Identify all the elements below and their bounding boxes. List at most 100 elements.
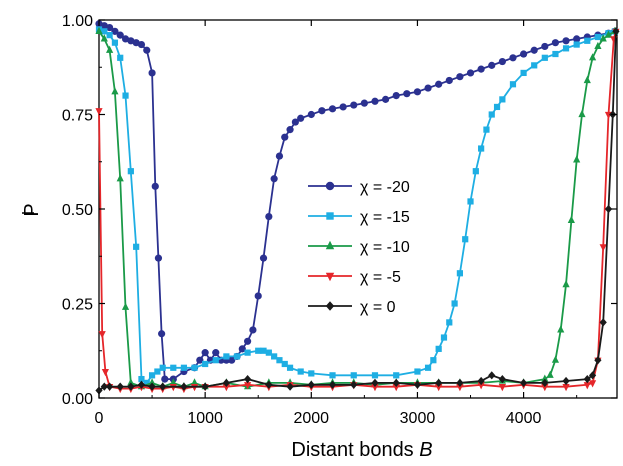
data-point-triangle-down	[477, 382, 485, 390]
data-point-circle	[519, 50, 528, 58]
data-point-circle	[551, 39, 560, 47]
data-point-diamond	[95, 386, 103, 395]
y-tick-label: 0.75	[62, 108, 93, 125]
data-point-circle	[196, 356, 204, 364]
data-point-diamond	[159, 382, 167, 391]
data-point-circle	[244, 337, 252, 345]
data-point-triangle-up	[95, 26, 103, 34]
data-point-square	[499, 96, 506, 103]
data-point-triangle-down	[244, 382, 252, 390]
data-point-square	[127, 168, 134, 175]
data-point-circle	[297, 114, 305, 122]
data-point-circle	[509, 54, 517, 62]
data-point-square	[594, 33, 601, 41]
data-point-diamond	[604, 204, 613, 214]
data-point-circle	[573, 35, 581, 43]
data-point-square	[430, 357, 437, 364]
data-point-square	[281, 360, 288, 368]
data-point-square	[106, 32, 113, 39]
data-point-triangle-up	[116, 174, 124, 182]
data-point-square	[202, 360, 209, 368]
data-point-square	[424, 364, 432, 371]
data-point-circle	[116, 31, 124, 39]
data-point-circle	[212, 349, 220, 357]
data-point-square	[191, 364, 198, 371]
data-point-square	[308, 370, 315, 377]
data-point-triangle-down	[498, 384, 506, 392]
y-axis-title-text: P	[21, 203, 43, 216]
data-point-triangle-down	[222, 384, 230, 392]
y-tick-label: 0.25	[62, 297, 93, 314]
legend-entry-2: χ = -10	[308, 239, 410, 256]
data-point-square	[212, 357, 219, 364]
data-point-diamond	[498, 375, 506, 384]
data-point-square	[180, 364, 188, 371]
data-point-circle	[456, 73, 464, 81]
data-point-triangle-up	[599, 34, 607, 42]
data-point-circle	[281, 133, 289, 141]
data-point-triangle-down	[583, 382, 591, 390]
data-point-diamond	[519, 378, 528, 387]
data-point-circle	[403, 90, 411, 98]
data-point-triangle-up	[604, 30, 613, 38]
data-point-diamond	[148, 382, 156, 391]
data-point-square	[255, 347, 262, 354]
y-tick-label: 0.50	[62, 202, 93, 219]
x-tick-label: 2000	[293, 410, 329, 427]
data-point-circle	[265, 212, 273, 221]
data-point-circle	[466, 69, 475, 77]
legend: χ = -20 χ = -15 χ = -10 χ = -5 χ = 0	[308, 179, 410, 316]
data-point-diamond	[244, 375, 252, 384]
data-point-circle	[562, 37, 570, 45]
data-point-diamond	[612, 27, 620, 36]
data-point-diamond	[328, 380, 337, 389]
legend-entry-4: χ = 0	[308, 299, 396, 316]
data-point-square	[493, 103, 501, 111]
series-3	[95, 28, 620, 394]
legend-entry-3: χ = -5	[308, 269, 401, 286]
data-point-square	[472, 168, 479, 175]
data-point-triangle-up	[588, 53, 597, 61]
data-point-square	[133, 243, 140, 250]
legend-entry-1: χ = -15	[308, 209, 410, 226]
legend-entry-0: χ = -20	[308, 179, 410, 196]
data-point-circle	[477, 65, 485, 73]
data-point-diamond	[307, 380, 315, 389]
data-point-square	[122, 92, 129, 99]
data-point-triangle-down	[588, 380, 597, 388]
data-point-square	[233, 353, 241, 360]
data-point-circle	[318, 107, 326, 115]
data-point-circle	[137, 40, 146, 49]
data-point-circle	[143, 46, 151, 54]
data-point-diamond	[541, 378, 549, 387]
data-point-triangle-down	[435, 384, 443, 392]
data-point-square	[244, 349, 251, 356]
data-point-diamond	[100, 382, 108, 391]
data-point-circle	[435, 80, 443, 88]
data-point-diamond	[477, 376, 485, 386]
data-point-circle	[381, 95, 390, 103]
data-point-diamond	[588, 371, 597, 380]
data-point-circle	[350, 101, 358, 109]
data-point-triangle-down	[371, 384, 379, 392]
data-point-square	[170, 364, 177, 371]
data-point-circle	[238, 345, 246, 353]
series-1	[95, 26, 618, 386]
data-point-triangle-up	[546, 370, 554, 378]
y-tick-label: 1.00	[62, 13, 93, 30]
data-point-circle	[325, 181, 335, 191]
series-2	[95, 26, 619, 390]
data-point-circle	[158, 330, 166, 338]
data-point-triangle-down	[392, 384, 400, 392]
data-point-square	[350, 372, 357, 379]
series-line	[98, 28, 616, 385]
data-point-diamond	[116, 382, 124, 391]
data-point-square	[531, 62, 538, 69]
data-point-circle	[541, 42, 549, 51]
data-point-triangle-up	[106, 45, 114, 53]
x-axis-title: Distant bonds B	[291, 439, 432, 461]
plot-frame	[98, 19, 618, 399]
data-point-square	[154, 368, 161, 375]
data-point-square	[451, 300, 458, 307]
